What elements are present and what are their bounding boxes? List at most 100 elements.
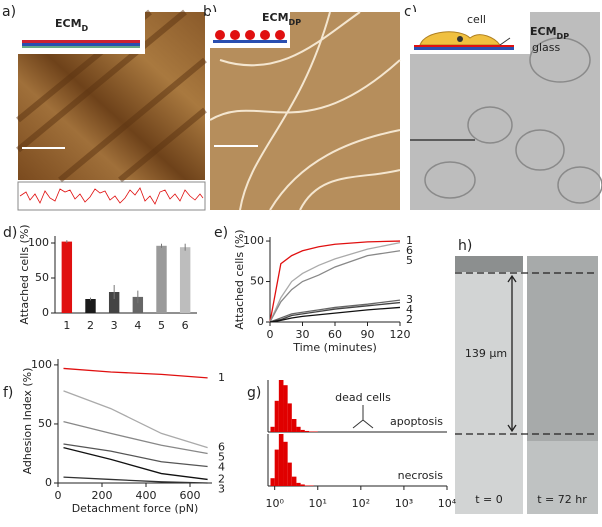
- inset-title: ECMD: [55, 17, 89, 33]
- x-tick-label: 10⁴: [438, 497, 457, 510]
- histogram-bar: [296, 482, 301, 486]
- annotation-arrow: [352, 405, 374, 429]
- particle: [260, 30, 270, 40]
- x-axis-label: Time (minutes): [292, 341, 377, 354]
- series-line: [63, 446, 208, 481]
- histogram-bar: [287, 403, 292, 432]
- x-tick-label: 4: [134, 319, 141, 332]
- distance-label: 139 μm: [465, 347, 507, 360]
- series-line: [269, 301, 401, 323]
- y-tick-label: 0: [42, 306, 49, 319]
- bar: [61, 241, 73, 313]
- x-tick-label: 6: [182, 319, 189, 332]
- series-label: 5: [218, 451, 225, 464]
- histogram-bar: [304, 430, 310, 432]
- cell: [529, 37, 591, 83]
- histogram-bar: [304, 485, 310, 486]
- x-axis-label: Detachment force (pN): [72, 502, 199, 515]
- particle: [275, 30, 285, 40]
- inset-title-main: ECM: [262, 11, 289, 24]
- x-tick-label: 90: [361, 328, 375, 341]
- x-tick-label: 5: [158, 319, 165, 332]
- layer: [22, 43, 140, 46]
- layer: [414, 45, 514, 47]
- panel-label: f): [3, 385, 13, 401]
- y-tick-label: 0: [257, 315, 264, 328]
- histogram-bar: [270, 426, 275, 432]
- x-tick-label: 400: [136, 489, 157, 502]
- fibers: [209, 11, 401, 211]
- histogram-bar: [300, 429, 305, 432]
- series-line: [269, 250, 401, 323]
- panel-label: g): [247, 385, 261, 401]
- cells: [424, 37, 602, 204]
- cell-band: [455, 256, 523, 272]
- layer: [22, 46, 140, 48]
- x-tick-label: 200: [92, 489, 113, 502]
- profile-trace: [19, 187, 204, 205]
- x-tick-label: 120: [390, 328, 411, 341]
- x-tick-label: 10¹: [309, 497, 327, 510]
- microscope-image: [455, 256, 523, 514]
- layer: [213, 40, 287, 43]
- particle: [230, 30, 240, 40]
- series-line: [269, 306, 401, 323]
- distance-arrow: [507, 274, 517, 433]
- histogram-bar: [287, 462, 292, 486]
- bar: [156, 245, 167, 313]
- layer: [414, 47, 514, 50]
- particles: [215, 30, 285, 40]
- series-line: [269, 299, 401, 323]
- inset-title-main: ECM: [530, 25, 557, 38]
- substrate-label: glass: [532, 41, 561, 54]
- y-tick-label: 100: [31, 358, 52, 371]
- nucleus: [457, 36, 463, 42]
- inset-title: ECMDP: [530, 25, 569, 41]
- time-label: t = 0: [475, 493, 503, 506]
- layer: [22, 40, 140, 43]
- y-tick-label: 50: [250, 275, 264, 288]
- histogram-bar: [309, 431, 314, 432]
- y-tick-label: 100: [28, 236, 49, 249]
- x-tick-label: 2: [87, 319, 94, 332]
- inset-subscript: D: [82, 24, 89, 33]
- series-line: [63, 420, 208, 455]
- y-tick-label: 50: [35, 271, 49, 284]
- cell: [424, 161, 476, 199]
- series-line: [63, 367, 208, 379]
- histogram-bar: [274, 449, 279, 486]
- pointer: [499, 37, 511, 46]
- series-label: 4: [218, 461, 225, 474]
- time-label: t = 72 hr: [537, 493, 587, 506]
- series-label: 4: [406, 303, 413, 316]
- x-tick-label: 10³: [395, 497, 413, 510]
- x-tick-label: 10⁰: [265, 497, 284, 510]
- histogram-bar: [283, 385, 288, 432]
- x-tick-label: 60: [328, 328, 342, 341]
- y-axis-label: Adhesion Index (%): [21, 368, 34, 475]
- x-tick-label: 10²: [352, 497, 370, 510]
- histogram-bar: [291, 476, 297, 486]
- x-tick-label: 0: [55, 489, 62, 502]
- panel-label: h): [458, 238, 472, 254]
- inset-subscript: DP: [289, 18, 302, 27]
- series-label: 1: [406, 234, 413, 247]
- bar: [108, 292, 120, 313]
- inset-title-main: ECM: [55, 17, 82, 30]
- cell: [557, 166, 602, 204]
- series-line: [269, 242, 401, 323]
- panel-label: e): [214, 225, 228, 241]
- series-label: 1: [218, 371, 225, 384]
- cell-label: cell: [467, 13, 486, 26]
- series-label: 3: [406, 293, 413, 306]
- histogram-bar: [313, 431, 318, 432]
- series-label: 5: [406, 254, 413, 267]
- histogram-bar: [309, 485, 314, 486]
- y-tick-label: 100: [243, 234, 264, 247]
- bar: [132, 296, 144, 313]
- y-axis-label: Attached cells (%): [18, 224, 31, 324]
- x-tick-label: 600: [180, 489, 201, 502]
- panel-label: d): [3, 225, 17, 241]
